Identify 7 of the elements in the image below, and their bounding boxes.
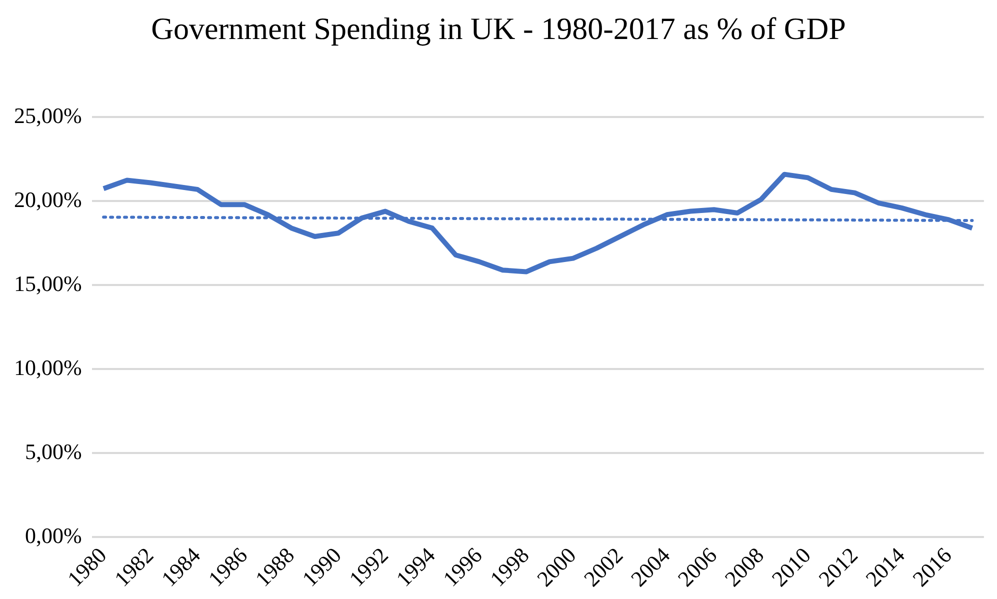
- y-tick-label: 20,00%: [14, 186, 82, 212]
- y-tick-label: 10,00%: [14, 354, 82, 380]
- y-tick-label: 15,00%: [14, 270, 82, 296]
- y-tick-label: 25,00%: [14, 102, 82, 128]
- y-tick-label: 5,00%: [25, 438, 82, 464]
- chart-title: Government Spending in UK - 1980-2017 as % of GDP: [150, 10, 847, 48]
- y-tick-label: 0,00%: [25, 523, 82, 548]
